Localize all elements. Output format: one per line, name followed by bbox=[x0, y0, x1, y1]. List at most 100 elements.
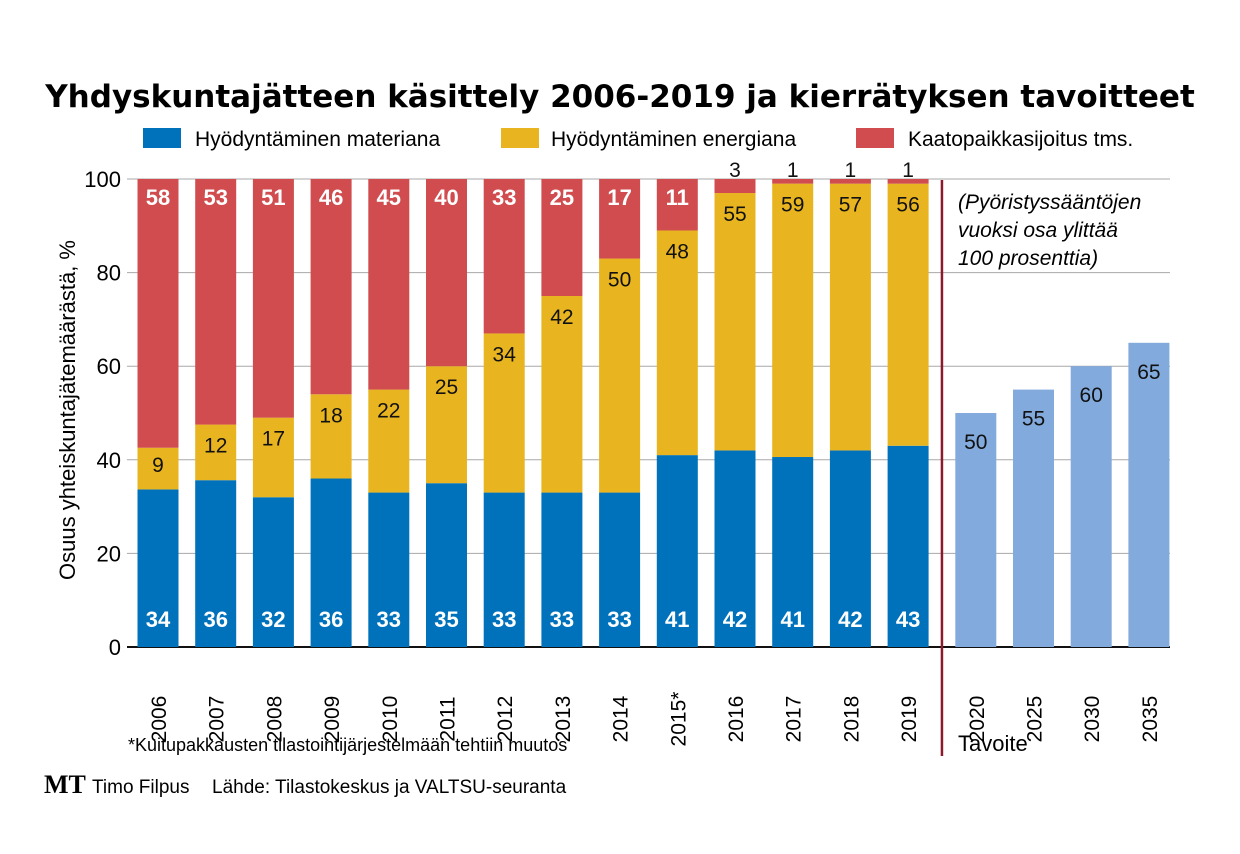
y-tick-label: 100 bbox=[84, 167, 121, 192]
x-tick-label: 2009 bbox=[321, 696, 344, 743]
bar-value-label: 1 bbox=[902, 159, 914, 182]
bar-value-label: 33 bbox=[492, 607, 516, 632]
bar-segment bbox=[426, 366, 467, 484]
bar-value-label: 33 bbox=[607, 607, 631, 632]
target-value-label: 55 bbox=[1022, 408, 1045, 431]
bar-value-label: 34 bbox=[146, 607, 171, 632]
bar-value-label: 17 bbox=[262, 428, 285, 451]
bar-value-label: 1 bbox=[787, 159, 799, 182]
bar-segment bbox=[714, 179, 756, 194]
bar-segment bbox=[887, 183, 929, 446]
target-value-label: 60 bbox=[1080, 384, 1103, 407]
bar-segment bbox=[252, 179, 294, 418]
bar-value-label: 41 bbox=[780, 607, 804, 632]
footnote: *Kuitupakkausten tilastointijärjestelmää… bbox=[128, 735, 567, 755]
x-tick-label: 2006 bbox=[148, 696, 171, 743]
x-tick-label: 2011 bbox=[437, 696, 460, 741]
bar-segment bbox=[541, 492, 583, 647]
x-tick-label: 2015* bbox=[667, 692, 690, 747]
bar-value-label: 25 bbox=[550, 185, 574, 210]
target-bar bbox=[1128, 342, 1170, 647]
bar-segment bbox=[368, 492, 410, 647]
bar-segment bbox=[599, 258, 641, 493]
bar-value-label: 33 bbox=[550, 607, 574, 632]
mt-logo: MT bbox=[44, 770, 86, 799]
credit-author: Timo Filpus bbox=[92, 777, 189, 798]
bar-value-label: 40 bbox=[434, 185, 458, 210]
bar-segment bbox=[426, 483, 467, 647]
bar-value-label: 11 bbox=[666, 185, 689, 210]
bar-value-label: 22 bbox=[377, 400, 400, 423]
bar-value-label: 59 bbox=[781, 194, 804, 217]
rounding-annotation: (Pyöristyssääntöjen vuoksi osa ylittää 100… bbox=[958, 191, 1141, 270]
bar-segment bbox=[829, 179, 871, 184]
target-bar bbox=[955, 413, 997, 647]
y-tick-label: 20 bbox=[97, 541, 121, 566]
bar-segment bbox=[368, 179, 410, 390]
chart-title: Yhdyskuntajätteen käsittely 2006-2019 ja… bbox=[44, 79, 1195, 115]
bar-segment bbox=[887, 179, 929, 184]
x-tick-label: 2012 bbox=[494, 696, 517, 743]
y-tick-label: 0 bbox=[109, 635, 121, 660]
bar-segment bbox=[656, 455, 698, 647]
bar-value-label: 42 bbox=[550, 306, 573, 329]
bar-value-label: 45 bbox=[377, 185, 401, 210]
bar-value-label: 58 bbox=[146, 185, 170, 210]
bar-value-label: 41 bbox=[665, 607, 689, 632]
x-axis-ticks: 2006 2007 2008 2009 2010 2011 2012 2013 2014 2015… bbox=[148, 692, 1162, 747]
bar-segment bbox=[887, 445, 929, 647]
x-tick-label: 2017 bbox=[783, 696, 806, 743]
bar-segment bbox=[310, 179, 352, 395]
bar-value-label: 36 bbox=[319, 607, 343, 632]
target-bar bbox=[1013, 389, 1054, 647]
bar-value-label: 51 bbox=[261, 185, 285, 210]
target-value-label: 50 bbox=[964, 431, 987, 454]
annotation-line: 100 prosenttia) bbox=[958, 247, 1098, 270]
bar-segment bbox=[137, 447, 179, 490]
bar-segment bbox=[541, 179, 583, 296]
bar-value-label: 25 bbox=[435, 376, 458, 399]
bar-segment bbox=[252, 417, 294, 498]
legend-swatch bbox=[856, 128, 894, 148]
target-value-label: 65 bbox=[1137, 361, 1160, 384]
x-tick-label: 2008 bbox=[263, 696, 286, 743]
bar-value-label: 56 bbox=[896, 194, 919, 217]
bar-segment bbox=[195, 480, 237, 647]
bar-value-label: 43 bbox=[896, 607, 920, 632]
bar-value-label: 1 bbox=[845, 159, 857, 182]
x-tick-label: 2035 bbox=[1139, 696, 1162, 743]
bar-segment bbox=[772, 183, 814, 458]
bar-value-label: 12 bbox=[204, 435, 227, 458]
x-tick-label: 2007 bbox=[206, 696, 229, 743]
x-tick-label: 2020 bbox=[966, 696, 989, 743]
x-tick-label: 2019 bbox=[898, 696, 921, 743]
x-tick-label: 2010 bbox=[379, 696, 402, 743]
bar-segment bbox=[656, 179, 698, 231]
annotation-line: vuoksi osa ylittää bbox=[958, 219, 1118, 242]
bar-segment bbox=[829, 183, 871, 451]
legend-label: Kaatopaikkasijoitus tms. bbox=[908, 128, 1133, 151]
target-bar bbox=[1070, 366, 1112, 647]
bar-segment bbox=[252, 497, 294, 647]
bar-value-label: 42 bbox=[838, 607, 862, 632]
x-tick-label: 2030 bbox=[1081, 696, 1104, 743]
x-tick-label: 2018 bbox=[840, 696, 863, 743]
bar-segment bbox=[368, 389, 410, 493]
bar-segment bbox=[599, 492, 641, 647]
x-tick-label: 2025 bbox=[1024, 696, 1047, 743]
bar-value-label: 9 bbox=[152, 454, 164, 477]
bar-segment bbox=[599, 179, 641, 259]
bar-value-label: 34 bbox=[493, 343, 517, 366]
bar-segment bbox=[483, 179, 525, 334]
bar-segment bbox=[829, 450, 871, 647]
bar-segment bbox=[195, 179, 237, 425]
bar-value-label: 53 bbox=[203, 185, 227, 210]
x-tick-label: 2016 bbox=[725, 696, 748, 743]
bar-value-label: 35 bbox=[434, 607, 458, 632]
bar-segment bbox=[483, 333, 525, 493]
bar-segment bbox=[310, 394, 352, 479]
bar-segment bbox=[714, 193, 756, 451]
bars: 3495836125332175136184633224535254033343… bbox=[137, 159, 929, 647]
x-tick-label: 2014 bbox=[610, 695, 633, 742]
